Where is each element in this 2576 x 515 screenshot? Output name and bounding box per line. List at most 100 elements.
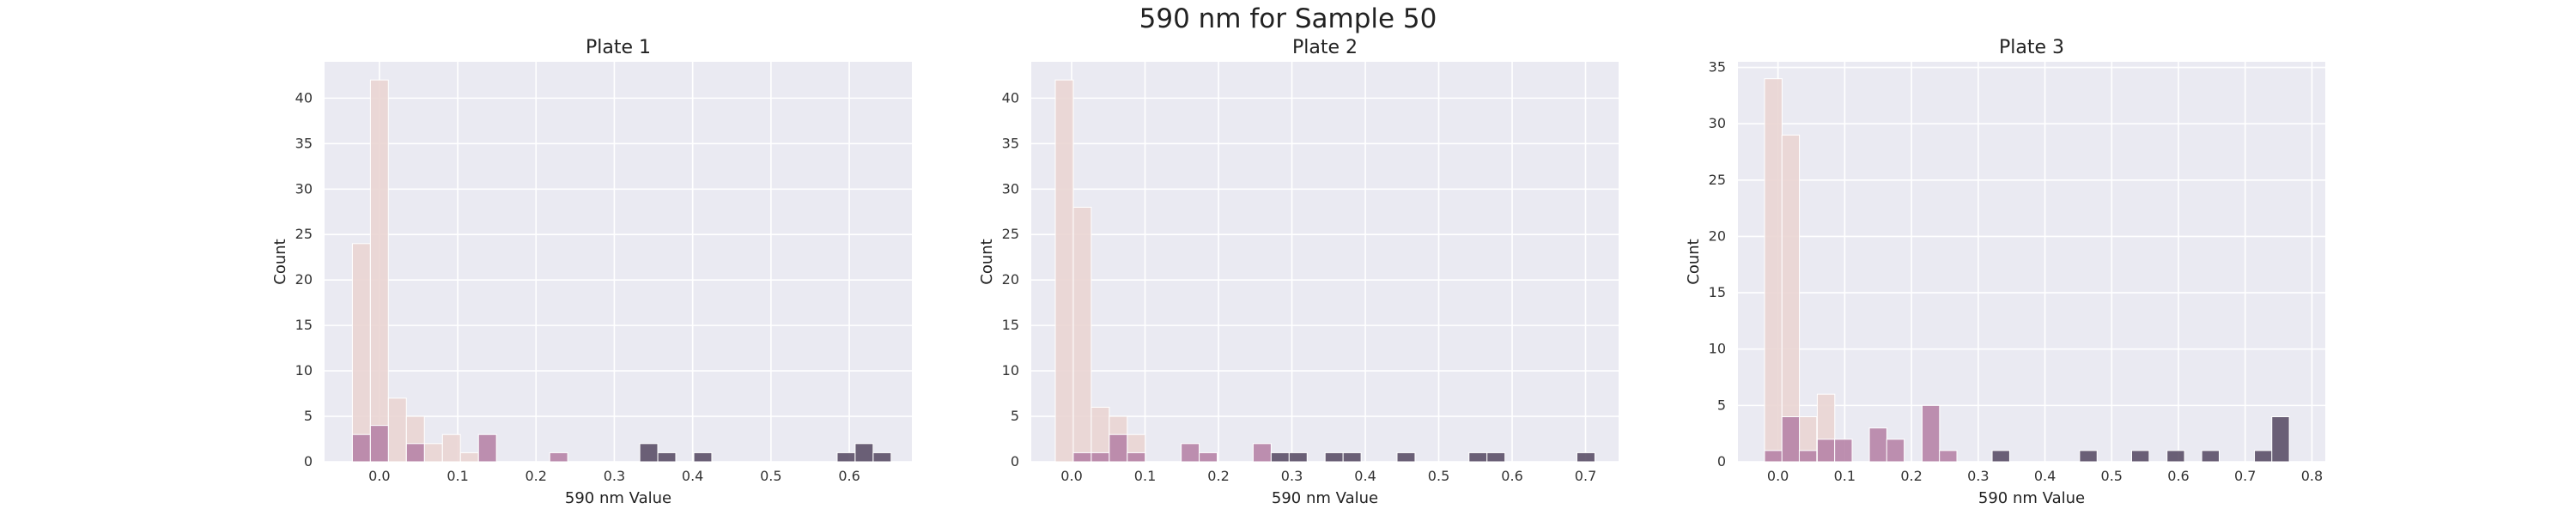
histogram-bar (459, 451, 479, 463)
y-tick-label: 40 (295, 89, 313, 106)
x-tick-label: 0.1 (1134, 468, 1156, 484)
y-tick-label: 35 (1002, 135, 1019, 151)
x-tick-label: 0.0 (368, 468, 390, 484)
x-tick-label: 0.6 (2167, 468, 2189, 484)
histogram-bar (1072, 451, 1092, 463)
histogram-bar (1270, 451, 1290, 463)
y-tick-label: 5 (304, 408, 313, 424)
histogram-bar (1199, 451, 1218, 463)
y-tick-label: 25 (295, 226, 313, 242)
histogram-bar (1781, 134, 1801, 463)
histogram-bar (441, 433, 461, 463)
y-tick-label: 35 (1709, 59, 1726, 76)
x-axis-label: 590 nm Value (1272, 489, 1378, 507)
histogram-bar (1781, 415, 1801, 463)
x-tick-label: 0.2 (1900, 468, 1922, 484)
x-tick-label: 0.2 (526, 468, 547, 484)
histogram-bar (2254, 450, 2273, 463)
y-tick-label: 5 (1011, 408, 1019, 424)
x-tick-label: 0.3 (1281, 468, 1303, 484)
histogram-bar (1991, 450, 2010, 463)
y-tick-label: 25 (1002, 226, 1019, 242)
histogram-bar (2079, 450, 2098, 463)
histogram-bar (1288, 451, 1308, 463)
y-tick-label: 10 (1709, 341, 1726, 357)
histogram-bar (1868, 427, 1887, 463)
y-tick-label: 15 (1709, 284, 1726, 300)
histogram-bar (836, 451, 856, 463)
histogram-bar (423, 443, 443, 463)
x-tick-label: 0.7 (1575, 468, 1596, 484)
histogram-bar (2131, 450, 2150, 463)
x-tick-label: 0.3 (1967, 468, 1989, 484)
histogram-bar (369, 79, 389, 463)
histogram-bar (1921, 404, 1941, 463)
histogram-bar (657, 451, 677, 463)
y-axis-label: Count (978, 239, 996, 284)
histogram-bar (1764, 78, 1783, 463)
y-tick-label: 30 (1002, 180, 1019, 197)
x-tick-label: 0.0 (1767, 468, 1789, 484)
y-tick-label: 15 (295, 317, 313, 333)
histogram-bar (351, 243, 371, 463)
x-tick-label: 0.7 (2234, 468, 2256, 484)
plot-area (1738, 62, 2325, 462)
plate-1-panel: 0.0 0.1 0.2 0.3 0.4 0.5 0.6 0 5 10 15 20 25 30 35 40 Pla… (271, 37, 912, 507)
histogram-bar (1181, 443, 1200, 463)
y-tick-label: 20 (1709, 227, 1726, 244)
x-tick-label: 0.5 (2101, 468, 2123, 484)
y-tick-label: 0 (1011, 453, 1019, 470)
x-tick-label: 0.6 (1501, 468, 1522, 484)
histogram-bar (2166, 450, 2185, 463)
histogram-bar (369, 425, 389, 463)
histogram-bar (387, 397, 407, 463)
histogram-bar (477, 433, 497, 463)
histogram-bar (1486, 451, 1506, 463)
y-tick-label: 40 (1002, 89, 1019, 106)
histogram-bar (549, 451, 568, 463)
x-axis-label: 590 nm Value (1978, 489, 2085, 507)
histogram-bar (405, 443, 425, 463)
y-tick-label: 30 (1709, 115, 1726, 131)
plate-2-panel: 0.0 0.1 0.2 0.3 0.4 0.5 0.6 0.7 0 5 10 15 20 25 30 35 40… (978, 37, 1619, 507)
histogram-bar (1576, 451, 1595, 463)
x-tick-label: 0.4 (2034, 468, 2056, 484)
x-tick-label: 0.1 (1834, 468, 1856, 484)
histogram-bar (1252, 443, 1272, 463)
histogram-bar (351, 433, 371, 463)
histogram-bar (1764, 450, 1783, 463)
x-tick-label: 0.8 (2301, 468, 2323, 484)
plot-area (325, 62, 912, 462)
x-tick-label: 0.4 (1354, 468, 1376, 484)
plot-area (1031, 62, 1619, 462)
y-tick-label: 20 (1002, 271, 1019, 288)
y-tick-label: 0 (304, 453, 313, 470)
histogram-bar (2271, 415, 2290, 463)
x-tick-label: 0.4 (682, 468, 703, 484)
y-tick-label: 10 (1002, 362, 1019, 379)
histogram-bar (1468, 451, 1488, 463)
histogram-bar (872, 451, 892, 463)
histogram-bar (854, 443, 874, 463)
histogram-bar (1091, 451, 1110, 463)
histogram-bar (1054, 79, 1074, 463)
figure-title: 590 nm for Sample 50 (1139, 3, 1437, 34)
x-tick-label: 0.5 (1428, 468, 1449, 484)
histogram-bar (693, 451, 713, 463)
subplot-title: Plate 1 (586, 37, 651, 58)
histogram-bar (1886, 439, 1905, 463)
y-tick-label: 0 (1717, 453, 1726, 470)
x-tick-label: 0.6 (838, 468, 860, 484)
histogram-bar (1834, 439, 1853, 463)
y-tick-label: 25 (1709, 172, 1726, 188)
x-tick-label: 0.1 (447, 468, 468, 484)
x-tick-label: 0.3 (604, 468, 625, 484)
x-tick-label: 0.2 (1207, 468, 1229, 484)
y-axis-label: Count (1685, 239, 1703, 284)
histogram-bar (1324, 451, 1344, 463)
histogram-bar (639, 443, 659, 463)
plate-3-panel: 0.0 0.1 0.2 0.3 0.4 0.5 0.6 0.7 0.8 0 5 10 15 20 25 30 3… (1685, 37, 2325, 507)
histogram-bar (1072, 206, 1092, 463)
x-tick-label: 0.0 (1060, 468, 1082, 484)
histogram-bar (1396, 451, 1416, 463)
